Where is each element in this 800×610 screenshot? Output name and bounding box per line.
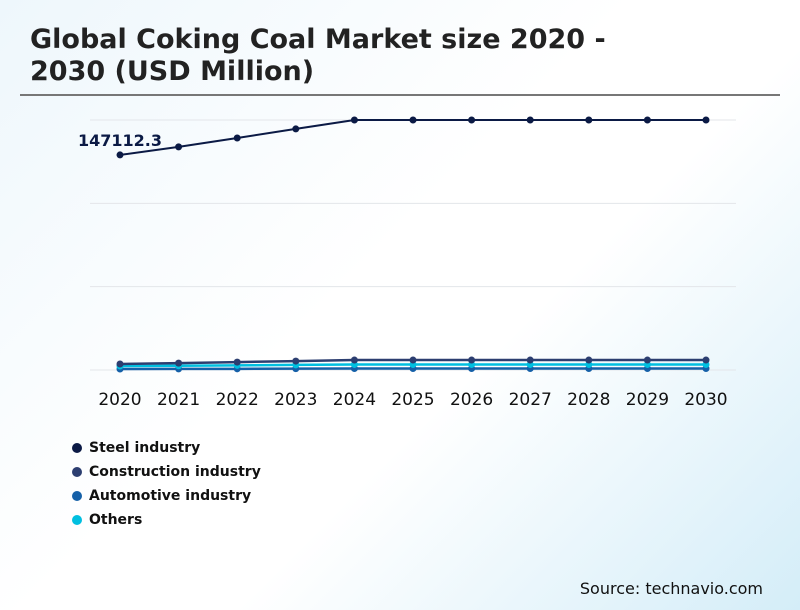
data-point [643, 356, 651, 364]
data-point [643, 116, 651, 124]
x-tick-label: 2030 [684, 390, 727, 410]
legend-item-others: Others [72, 508, 261, 532]
legend-label: Steel industry [89, 440, 201, 456]
x-tick-label: 2024 [333, 390, 376, 410]
data-point [350, 356, 358, 364]
data-point [585, 116, 593, 124]
x-tick-label: 2023 [274, 390, 317, 410]
data-point [292, 125, 300, 133]
data-label: 147112.3 [78, 131, 162, 150]
data-point [468, 356, 476, 364]
legend-item-construction: Construction industry [72, 460, 261, 484]
data-point [116, 151, 124, 159]
x-tick-label: 2022 [216, 390, 259, 410]
data-point [526, 356, 534, 364]
data-point [116, 360, 124, 368]
x-tick-label: 2020 [98, 390, 141, 410]
data-point [292, 357, 300, 365]
data-point [468, 116, 476, 124]
series-line [119, 119, 706, 156]
x-tick-label: 2027 [509, 390, 552, 410]
legend-marker [72, 491, 82, 501]
legend: Steel industry Construction industry Aut… [72, 436, 261, 532]
legend-marker [72, 443, 82, 453]
source-text: Source: technavio.com [579, 579, 763, 598]
x-tick-label: 2029 [626, 390, 669, 410]
chart-title: Global Coking Coal Market size 2020 - 20… [30, 24, 606, 87]
data-point [409, 116, 417, 124]
x-tick-label: 2028 [567, 390, 610, 410]
x-tick-label: 2021 [157, 390, 200, 410]
legend-item-steel: Steel industry [72, 436, 261, 460]
x-tick-label: 2026 [450, 390, 493, 410]
data-point [526, 116, 534, 124]
data-point [702, 356, 710, 364]
legend-marker [72, 515, 82, 525]
data-point [233, 134, 241, 142]
data-point [233, 358, 241, 366]
data-point [175, 143, 183, 151]
legend-label: Others [89, 512, 143, 528]
legend-label: Construction industry [89, 464, 261, 480]
legend-label: Automotive industry [89, 488, 252, 504]
title-divider [20, 94, 780, 96]
data-point [175, 359, 183, 367]
data-point [702, 116, 710, 124]
x-tick-label: 2025 [391, 390, 434, 410]
legend-marker [72, 467, 82, 477]
data-point [585, 356, 593, 364]
legend-item-automotive: Automotive industry [72, 484, 261, 508]
data-point [350, 116, 358, 124]
data-point [409, 356, 417, 364]
